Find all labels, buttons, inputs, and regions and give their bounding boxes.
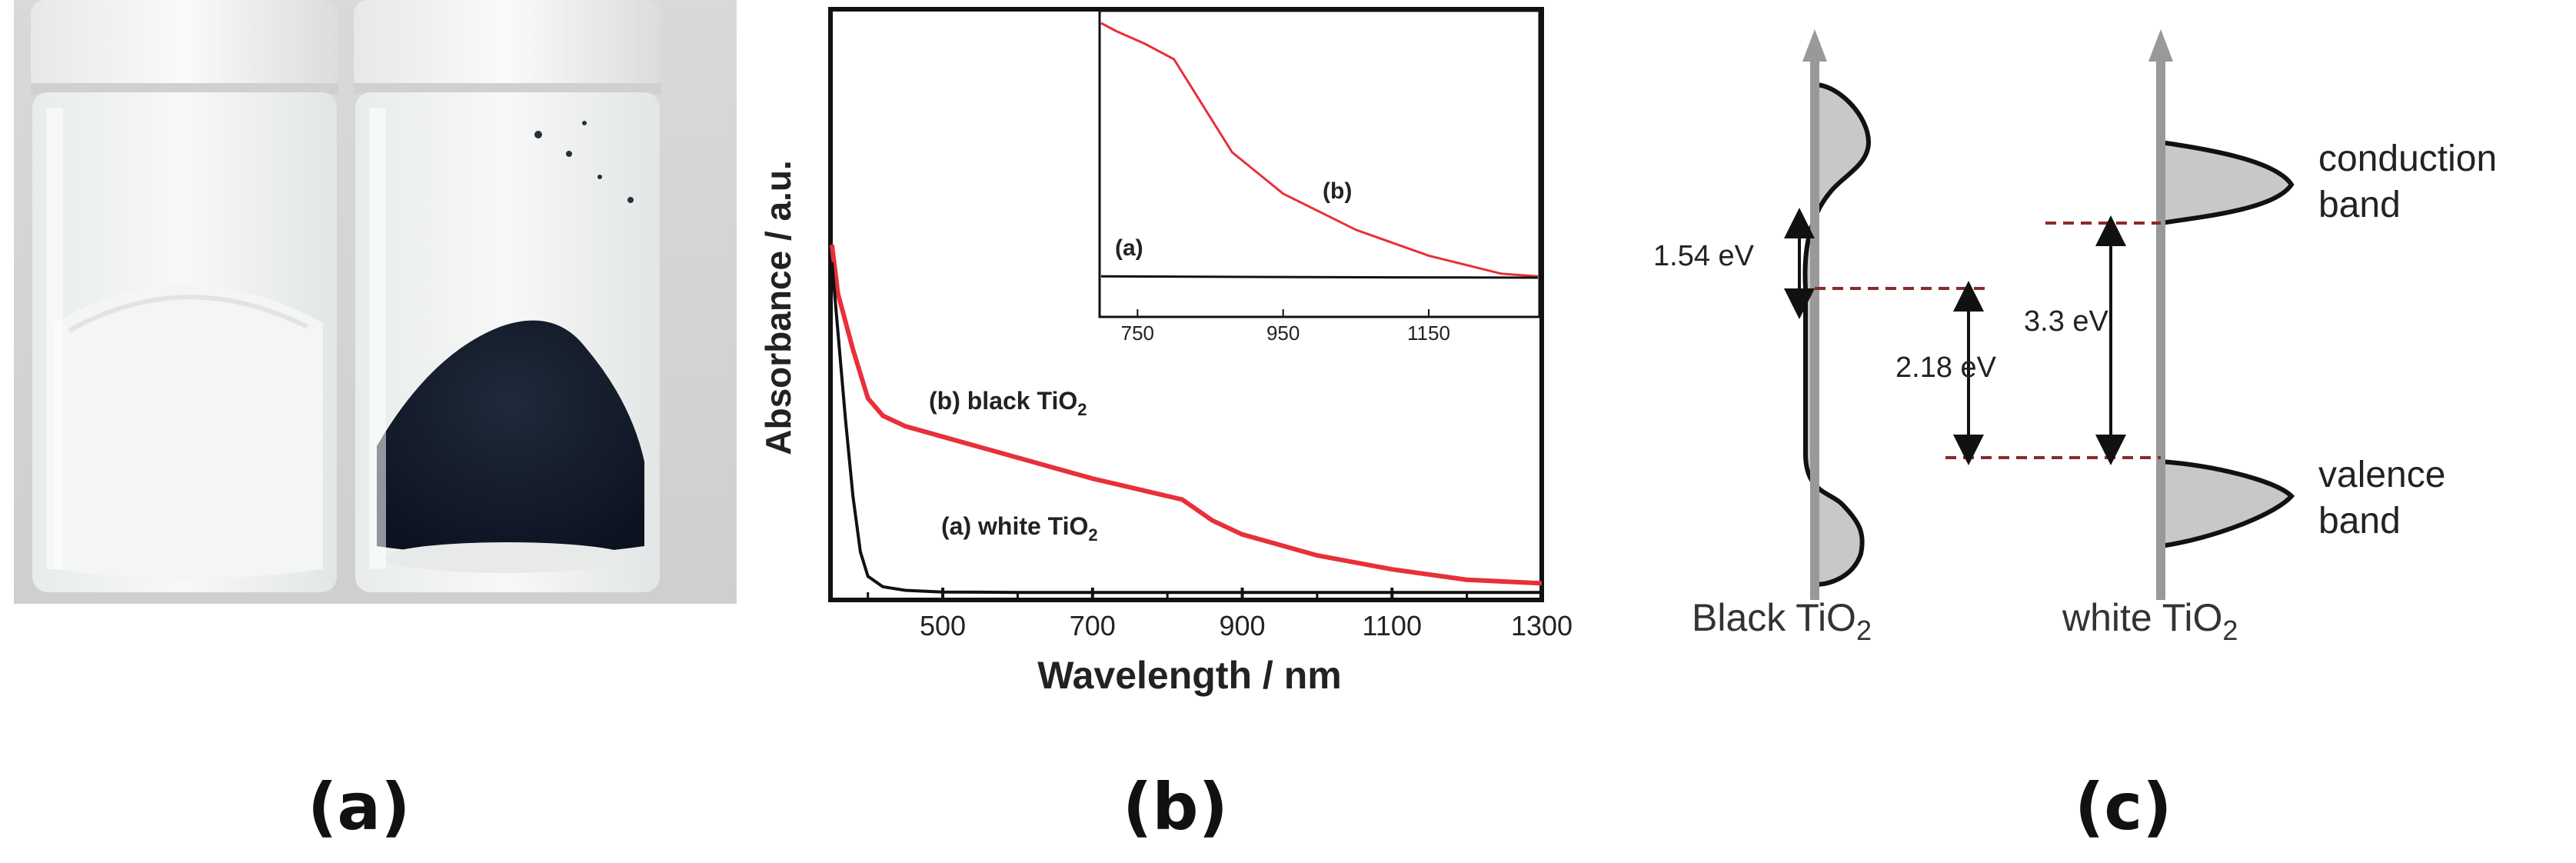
series-label-black: (b) black TiO2	[929, 387, 1087, 419]
valence-band-label-1: valence	[2318, 455, 2445, 495]
y-axis-label: Absorbance / a.u.	[758, 160, 798, 455]
inset-series-line-0	[1100, 22, 1539, 278]
gap-label-3-3: 3.3 eV	[2024, 305, 2109, 338]
black-axis-arrowhead	[1802, 29, 1827, 62]
panel-c: 1.54 eV 2.18 eV 3.3 eV conduction band v…	[1630, 0, 2576, 863]
white-tio2-vial	[31, 0, 338, 592]
caption-white-tio2: white TiO2	[2062, 596, 2238, 646]
white-axis-arrowhead	[2148, 29, 2173, 62]
conduction-band-label-1: conduction	[2318, 138, 2497, 179]
panel-label-a: (a)	[308, 769, 411, 845]
vials-photo	[14, 0, 737, 604]
inset-series-line-1	[1100, 275, 1539, 279]
x-tick-label-1: 700	[1070, 610, 1116, 641]
inset-tick-label-0: 750	[1121, 322, 1154, 345]
inset-label-b: (b)	[1323, 178, 1352, 204]
black-powder	[377, 320, 644, 556]
inset-frame	[1098, 9, 1541, 318]
x-tick-label-2: 900	[1219, 610, 1265, 641]
band-diagram: 1.54 eV 2.18 eV 3.3 eV conduction band v…	[1653, 29, 2497, 646]
black-tio2-vial	[354, 0, 661, 592]
x-tick-label-0: 500	[920, 610, 966, 641]
panel-a: (a)	[0, 0, 769, 863]
inset-tick-label-2: 1150	[1407, 322, 1450, 345]
x-axis-label: Wavelength / nm	[1037, 654, 1341, 697]
gap-label-2-18: 2.18 eV	[1895, 352, 1997, 384]
absorbance-chart: 500 700 900 1100 1300 (b) black TiO2 (a) whi…	[758, 7, 1573, 697]
x-tick-label-3: 1100	[1363, 610, 1422, 641]
white-tio2-dos	[2148, 29, 2295, 600]
panel-label-c: (c)	[2075, 769, 2172, 845]
series-label-white: (a) white TiO2	[941, 512, 1098, 545]
x-tick-label-4: 1300	[1511, 610, 1573, 641]
white-powder	[54, 285, 323, 579]
gap-label-1-54: 1.54 eV	[1653, 240, 1755, 272]
conduction-band-label-2: band	[2318, 185, 2401, 225]
plot-frame	[828, 7, 1544, 602]
vial-cap	[31, 0, 338, 92]
black-tio2-dos	[1802, 29, 1872, 600]
vial-cap	[354, 0, 661, 92]
panel-b: 500 700 900 1100 1300 (b) black TiO2 (a) whi…	[754, 0, 1622, 863]
inset-tick-label-1: 950	[1266, 322, 1300, 345]
white-valence-band	[2158, 458, 2295, 549]
white-conduction-band	[2158, 139, 2295, 226]
series-line-0	[829, 244, 1543, 586]
caption-black-tio2: Black TiO2	[1692, 596, 1872, 646]
inset-label-a: (a)	[1115, 235, 1143, 261]
valence-band-label-2: band	[2318, 501, 2401, 541]
panel-label-b: (b)	[1123, 769, 1228, 845]
